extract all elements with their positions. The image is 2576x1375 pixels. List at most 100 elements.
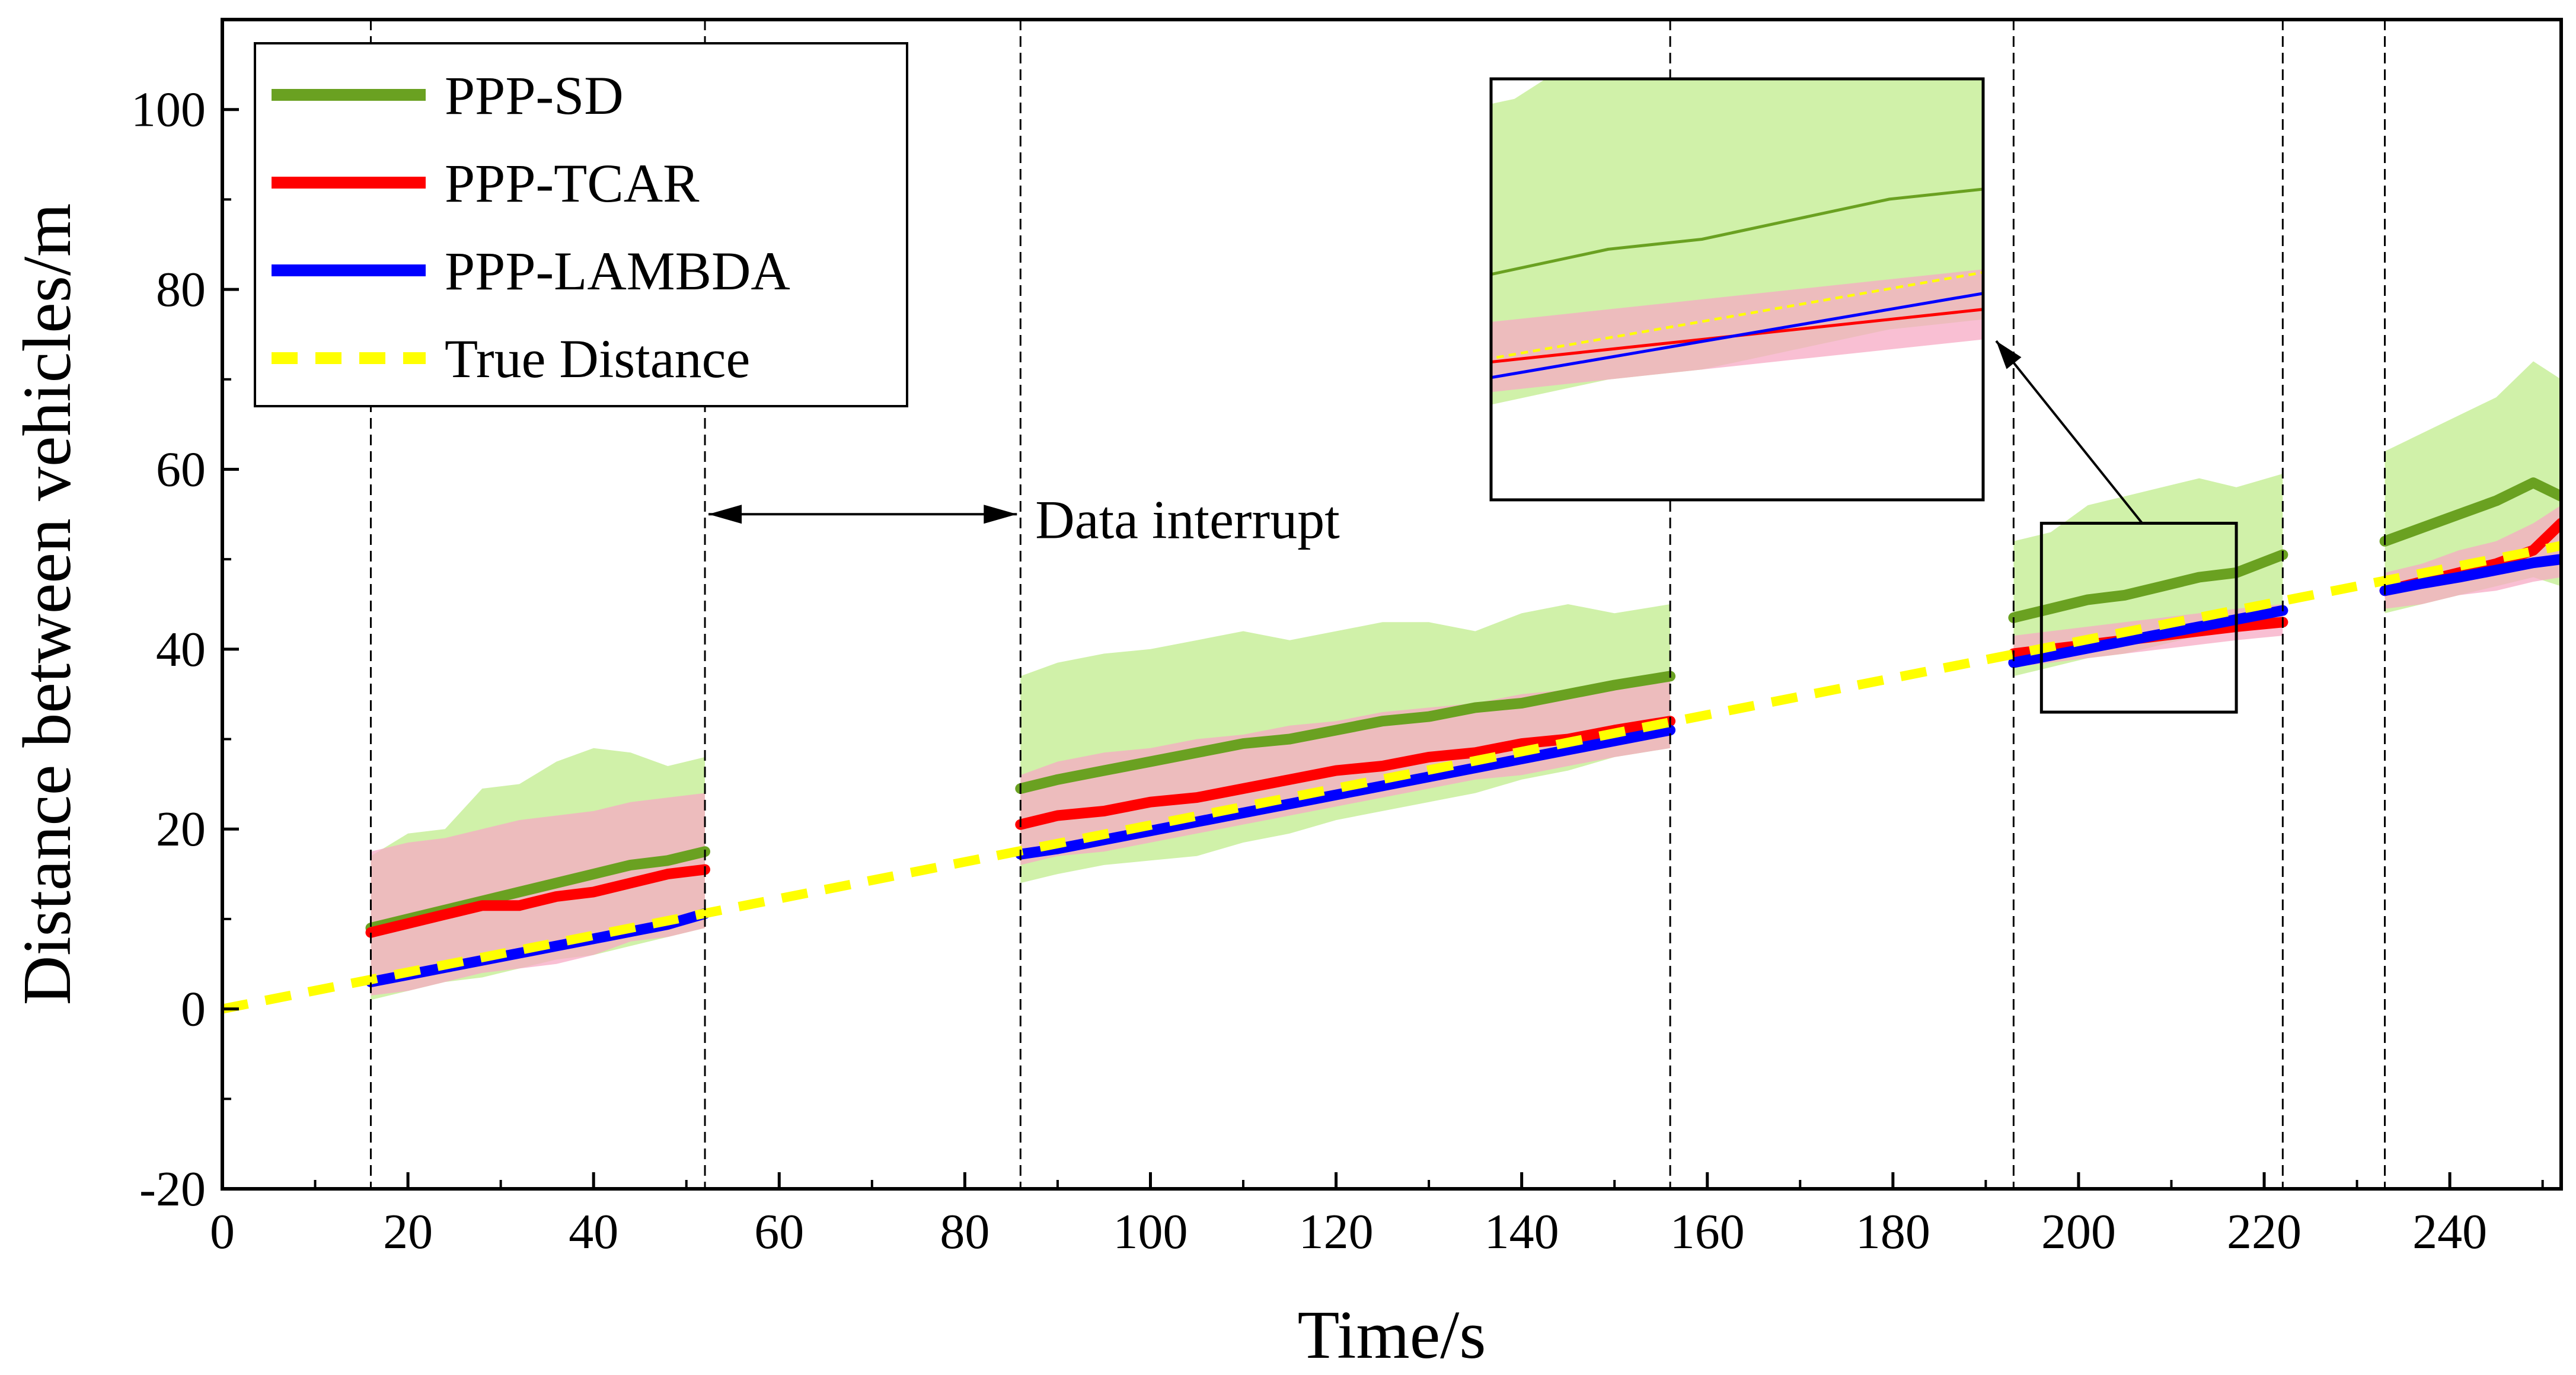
y-axis-title: Distance between vehicles/m bbox=[9, 203, 85, 1006]
line-ppp-sd-seg3 bbox=[1491, 187, 1983, 276]
point-ppp-tcar bbox=[406, 921, 411, 926]
point-ppp-tcar bbox=[2545, 189, 2546, 190]
point-ppp-sd bbox=[2159, 583, 2165, 589]
point-ppp-tcar bbox=[591, 889, 596, 895]
data-interrupt-annotation: Data interrupt bbox=[708, 489, 1340, 550]
zoom-region-box bbox=[2039, 521, 2238, 714]
line-ppp-lambda-seg3 bbox=[1491, 292, 1983, 379]
point-ppp-tcar bbox=[295, 559, 296, 560]
x-tick-label: 180 bbox=[1856, 1204, 1930, 1259]
x-tick-label: 100 bbox=[1113, 1204, 1188, 1259]
point-ppp-tcar bbox=[442, 912, 448, 917]
point-ppp-tcar bbox=[368, 930, 374, 935]
point-ppp-tcar bbox=[554, 894, 559, 899]
y-tick-label: 40 bbox=[156, 622, 206, 677]
point-ppp-lambda bbox=[1420, 389, 1421, 390]
point-ppp-lambda bbox=[1519, 756, 1524, 761]
point-ppp-sd bbox=[1380, 719, 1385, 724]
point-ppp-lambda bbox=[1795, 324, 1796, 327]
point-ppp-tcar bbox=[1102, 808, 1107, 813]
point-ppp-lambda bbox=[1888, 308, 1891, 310]
y-tick-label: 20 bbox=[156, 802, 206, 857]
point-ppp-tcar bbox=[628, 880, 633, 886]
inset-connector bbox=[1995, 340, 2143, 524]
point-ppp-lambda bbox=[1668, 728, 1673, 733]
legend-label-ppp-tcar: PPP-TCAR bbox=[445, 153, 700, 213]
line-ppp-tcar-seg4 bbox=[2358, 79, 2576, 229]
y-tick-label: 80 bbox=[156, 262, 206, 317]
x-tick-label: 140 bbox=[1485, 1204, 1559, 1259]
point-ppp-lambda bbox=[1612, 738, 1617, 744]
y-tick-label: 0 bbox=[181, 982, 206, 1037]
axes: 0 20 40 60 80 100 120 140 160 180 200 220 240-200204… bbox=[131, 18, 2563, 1259]
point-ppp-tcar bbox=[1241, 786, 1246, 791]
point-ppp-lambda bbox=[2159, 631, 2165, 637]
inset-series bbox=[178, 79, 2576, 605]
annotation-arrowhead-left bbox=[708, 505, 742, 524]
point-ppp-sd bbox=[628, 862, 633, 867]
point-ppp-sd bbox=[1473, 705, 1478, 710]
x-tick-label: 0 bbox=[210, 1204, 235, 1259]
point-ppp-lambda bbox=[295, 583, 296, 585]
point-ppp-sd bbox=[1420, 289, 1421, 290]
point-ppp-lambda bbox=[1514, 372, 1515, 375]
point-ppp-sd bbox=[1565, 691, 1571, 697]
plot-frame bbox=[221, 18, 2563, 1191]
point-ppp-lambda bbox=[2451, 212, 2452, 213]
point-ppp-sd bbox=[2048, 606, 2053, 611]
point-ppp-sd bbox=[2099, 148, 2101, 149]
band-ppp-tcar-seg3 bbox=[1491, 269, 1983, 393]
event-lines bbox=[369, 20, 2386, 1189]
point-ppp-sd bbox=[554, 880, 559, 886]
point-ppp-lambda bbox=[2048, 653, 2053, 658]
x-axis-title: Time/s bbox=[1297, 1297, 1486, 1373]
point-ppp-sd bbox=[413, 439, 414, 440]
x-tick-label: 240 bbox=[2412, 1204, 2487, 1259]
point-ppp-tcar bbox=[1795, 328, 1796, 330]
point-ppp-lambda bbox=[178, 604, 180, 605]
point-ppp-sd bbox=[1607, 248, 1609, 250]
point-ppp-tcar bbox=[1514, 359, 1515, 361]
y-tick-label: 100 bbox=[131, 82, 206, 138]
point-ppp-sd bbox=[2085, 597, 2090, 602]
point-ppp-tcar bbox=[1420, 369, 1421, 370]
point-ppp-lambda bbox=[1473, 765, 1478, 771]
point-ppp-lambda bbox=[2494, 567, 2499, 573]
point-ppp-sd bbox=[517, 889, 522, 895]
point-ppp-lambda bbox=[517, 950, 522, 956]
point-ppp-sd bbox=[2357, 118, 2358, 119]
x-tick-label: 160 bbox=[1670, 1204, 1745, 1259]
x-tick-label: 120 bbox=[1299, 1204, 1374, 1259]
x-tick-label: 60 bbox=[754, 1204, 804, 1259]
point-ppp-sd bbox=[1287, 736, 1292, 742]
x-tick-label: 80 bbox=[940, 1204, 989, 1259]
point-ppp-lambda bbox=[2545, 199, 2546, 200]
point-ppp-tcar bbox=[2451, 209, 2452, 210]
point-ppp-lambda bbox=[1607, 356, 1609, 359]
plot-content bbox=[222, 20, 2561, 1189]
line-ppp-lambda-seg4 bbox=[2379, 554, 2561, 596]
line-ppp-lambda-seg4 bbox=[2358, 159, 2576, 229]
legend: PPP-SD PPP-TCAR PPP-LAMBDA True Distance bbox=[254, 42, 908, 407]
point-ppp-lambda bbox=[1241, 810, 1246, 815]
point-ppp-tcar bbox=[1519, 741, 1524, 746]
point-ppp-sd bbox=[1888, 198, 1891, 200]
line-ppp-sd-seg3 bbox=[2008, 549, 2288, 623]
point-ppp-lambda bbox=[1194, 819, 1199, 825]
line-ppp-lambda-seg3 bbox=[2008, 605, 2288, 668]
point-ppp-lambda bbox=[2456, 575, 2462, 580]
point-ppp-sd bbox=[1241, 741, 1246, 746]
point-ppp-tcar bbox=[2531, 548, 2536, 553]
point-ppp-lambda bbox=[1426, 774, 1432, 780]
point-ppp-sd bbox=[2456, 512, 2462, 517]
point-ppp-tcar bbox=[1426, 754, 1432, 760]
point-ppp-lambda bbox=[2122, 639, 2128, 644]
annotation-text: Data interrupt bbox=[1035, 489, 1340, 550]
point-ppp-tcar bbox=[1148, 799, 1153, 805]
point-ppp-sd bbox=[2419, 525, 2425, 531]
point-ppp-sd bbox=[2494, 498, 2499, 503]
inset-frame bbox=[1489, 77, 1985, 502]
point-ppp-tcar bbox=[665, 872, 671, 877]
point-ppp-tcar bbox=[413, 539, 414, 540]
